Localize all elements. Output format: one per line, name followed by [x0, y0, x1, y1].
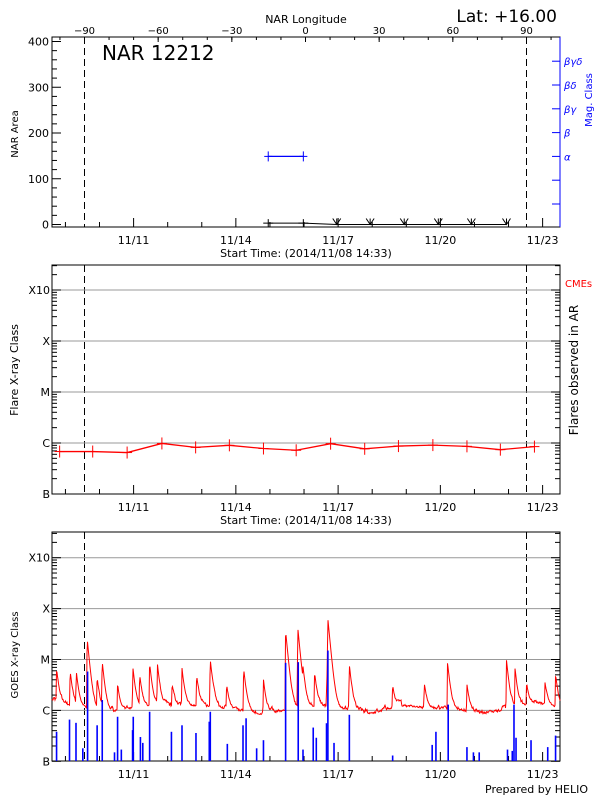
flares-in-ar-label: Flares observed in AR [567, 305, 581, 435]
y-tick-label: C [42, 704, 50, 717]
x-tick-label: 11/11 [118, 501, 150, 514]
mag-class-axis-title: Mag. Class [584, 73, 595, 127]
top-x-axis-title: Start Time: (2014/11/08 14:33) [220, 247, 392, 260]
mag-class-tick-label: βγδ [563, 57, 582, 68]
panel-frame [51, 264, 561, 495]
panel-frame [51, 531, 561, 762]
y-tick-label: 100 [28, 173, 49, 186]
latitude-label: Lat: +16.00 [456, 7, 557, 27]
y-tick-label: 0 [42, 219, 49, 232]
longitude-tick-label: −60 [148, 26, 169, 37]
area-series-line [268, 222, 507, 225]
x-tick-label: 11/14 [220, 234, 252, 247]
area-upper-limit-marker [466, 218, 476, 226]
middle-y-axis-title: Flare X-ray Class [8, 324, 21, 416]
y-tick-label: M [41, 386, 51, 399]
x-tick-label: 11/23 [527, 234, 559, 247]
x-tick-label: 11/23 [527, 501, 559, 514]
x-tick-label: 11/11 [118, 768, 150, 781]
y-tick-label: 300 [28, 81, 49, 94]
y-tick-label: C [42, 437, 50, 450]
y-tick-label: X [42, 335, 50, 348]
middle-x-axis-title: Start Time: (2014/11/08 14:33) [220, 514, 392, 527]
mag-class-tick-label: βγ [563, 105, 577, 116]
area-upper-limit-marker [365, 218, 375, 226]
mag-class-tick-label: β [563, 129, 571, 140]
longitude-tick-label: 30 [373, 26, 386, 37]
x-tick-label: 11/14 [220, 501, 252, 514]
bottom-y-axis-title: GOES X-ray Class [10, 611, 21, 698]
x-tick-label: 11/14 [220, 768, 252, 781]
y-tick-label: M [41, 654, 51, 667]
x-tick-label: 11/11 [118, 234, 150, 247]
area-upper-limit-marker [332, 218, 342, 226]
longitude-tick-label: −90 [74, 26, 95, 37]
x-tick-label: 11/17 [322, 501, 354, 514]
y-tick-label: X [42, 603, 50, 616]
y-tick-label: 200 [28, 127, 49, 140]
y-tick-label: X10 [28, 552, 50, 565]
x-tick-label: 11/20 [425, 501, 457, 514]
x-tick-label: 11/20 [425, 768, 457, 781]
mag-class-tick-label: βδ [563, 81, 577, 92]
x-tick-label: 11/23 [527, 768, 559, 781]
area-upper-limit-marker [399, 218, 409, 226]
x-tick-label: 11/17 [322, 234, 354, 247]
longitude-tick-label: 60 [446, 26, 459, 37]
x-tick-label: 11/17 [322, 768, 354, 781]
cmes-legend: CMEs [565, 279, 592, 290]
area-upper-limit-marker [502, 218, 511, 226]
y-tick-label: B [42, 488, 50, 501]
longitude-axis-title: NAR Longitude [265, 13, 347, 26]
flare-class-line [59, 442, 535, 454]
top-y-axis-title: NAR Area [10, 110, 21, 157]
longitude-tick-label: 90 [520, 26, 533, 37]
mag-class-tick-label: α [564, 152, 571, 163]
area-upper-limit-marker [433, 218, 443, 226]
y-tick-label: 400 [28, 36, 49, 49]
goes-long-channel-curve [51, 620, 561, 715]
prepared-by-footer: Prepared by HELIO [485, 783, 588, 796]
panel-frame [51, 36, 561, 228]
x-tick-label: 11/20 [425, 234, 457, 247]
region-title: NAR 12212 [102, 41, 215, 65]
y-tick-label: X10 [28, 284, 50, 297]
longitude-tick-label: −30 [221, 26, 242, 37]
y-tick-label: B [42, 755, 50, 768]
longitude-tick-label: 0 [302, 26, 308, 37]
